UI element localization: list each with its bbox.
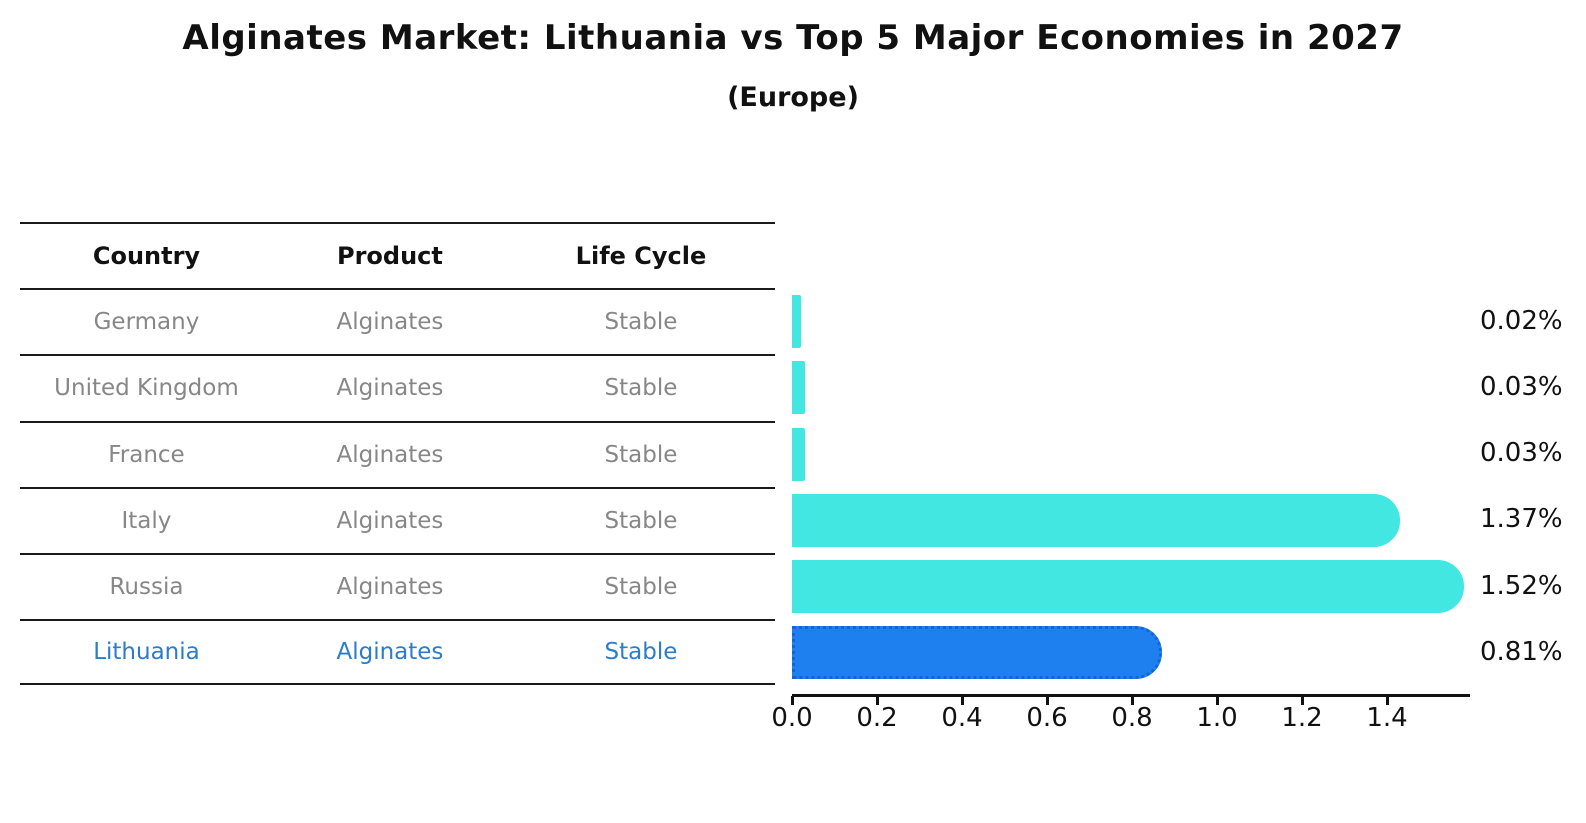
x-axis-tick-label: 1.0 bbox=[1196, 703, 1238, 733]
x-axis-tick bbox=[791, 696, 794, 705]
cell-life-cycle: Stable bbox=[604, 441, 678, 468]
x-axis-tick-label: 0.0 bbox=[771, 703, 813, 733]
chart-subtitle: (Europe) bbox=[727, 82, 859, 113]
cell-product: Alginates bbox=[336, 375, 444, 402]
table-row: Germany Alginates Stable bbox=[20, 288, 775, 354]
bar-united-kingdom bbox=[792, 361, 805, 415]
x-axis-tick bbox=[1046, 696, 1049, 705]
table-row: United Kingdom Alginates Stable bbox=[20, 354, 775, 420]
x-axis-tick-label: 0.6 bbox=[1026, 703, 1068, 733]
cell-product: Alginates bbox=[336, 507, 444, 534]
x-axis-tick bbox=[961, 696, 964, 705]
cell-product: Alginates bbox=[336, 309, 444, 336]
table-row: France Alginates Stable bbox=[20, 420, 775, 487]
x-axis-tick-label: 0.4 bbox=[941, 703, 983, 733]
chart-title: Alginates Market: Lithuania vs Top 5 Maj… bbox=[182, 18, 1404, 58]
cell-product: Alginates bbox=[336, 441, 444, 468]
x-axis-tick bbox=[876, 696, 879, 705]
cell-life-cycle: Stable bbox=[604, 375, 678, 402]
bar-germany bbox=[792, 295, 801, 349]
column-header-country: Country bbox=[92, 242, 201, 271]
table-row: Lithuania Alginates Stable bbox=[20, 619, 775, 686]
cell-life-cycle: Stable bbox=[604, 574, 678, 601]
country-table: Country Product Life Cycle Germany Algina… bbox=[20, 222, 775, 686]
bar-value-label: 0.03% bbox=[1480, 371, 1563, 402]
x-axis-tick-label: 1.2 bbox=[1281, 703, 1323, 733]
cell-life-cycle: Stable bbox=[604, 309, 678, 336]
bar-france bbox=[792, 427, 805, 481]
x-axis-line bbox=[792, 694, 1470, 697]
x-axis-tick bbox=[1386, 696, 1389, 705]
cell-country: United Kingdom bbox=[54, 375, 239, 402]
cell-country: Lithuania bbox=[93, 639, 200, 666]
cell-life-cycle: Stable bbox=[604, 507, 678, 534]
cell-product: Alginates bbox=[336, 574, 444, 601]
table-body: Germany Alginates Stable United Kingdom Algi… bbox=[20, 288, 775, 686]
x-axis-tick bbox=[1131, 696, 1134, 705]
bar-value-label: 1.37% bbox=[1480, 504, 1563, 535]
cell-product: Alginates bbox=[336, 639, 444, 666]
x-axis-tick-label: 1.4 bbox=[1366, 703, 1408, 733]
cell-life-cycle: Stable bbox=[604, 639, 678, 666]
column-header-product: Product bbox=[337, 242, 443, 271]
table-header-row: Country Product Life Cycle bbox=[20, 222, 775, 288]
table-row: Russia Alginates Stable bbox=[20, 552, 775, 619]
cell-country: Germany bbox=[93, 309, 200, 336]
bar-value-label: 1.52% bbox=[1480, 570, 1563, 601]
column-header-life-cycle: Life Cycle bbox=[575, 242, 707, 271]
table-row: Italy Alginates Stable bbox=[20, 486, 775, 553]
cell-country: France bbox=[108, 441, 185, 468]
bar-russia bbox=[792, 560, 1464, 613]
bar-lithuania bbox=[792, 626, 1163, 680]
bar-value-label: 0.02% bbox=[1480, 305, 1563, 336]
x-axis-tick-label: 0.8 bbox=[1111, 703, 1153, 733]
bar-value-label: 0.81% bbox=[1480, 636, 1563, 667]
x-axis-tick-label: 0.2 bbox=[856, 703, 898, 733]
cell-country: Russia bbox=[109, 574, 184, 601]
cell-country: Italy bbox=[121, 507, 172, 534]
x-axis-tick bbox=[1301, 696, 1304, 705]
bar-italy bbox=[792, 493, 1401, 547]
bar-value-label: 0.03% bbox=[1480, 438, 1563, 469]
x-axis-tick bbox=[1216, 696, 1219, 705]
